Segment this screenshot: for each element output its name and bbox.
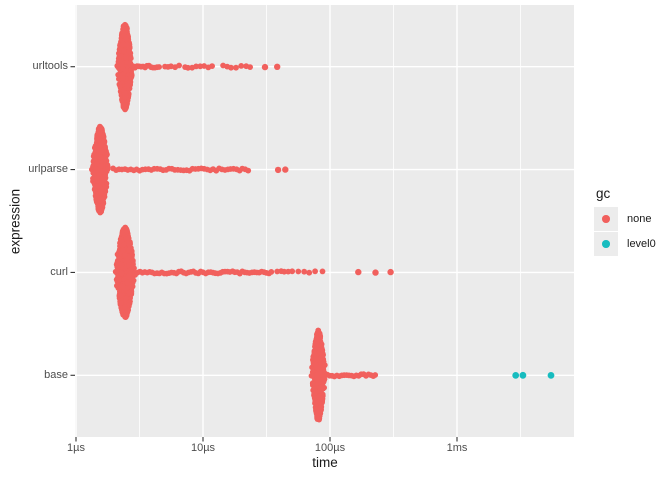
legend-title: gc (596, 186, 611, 201)
y-tick-label-urlparse: urlparse (28, 163, 68, 175)
legend-key-box (594, 207, 618, 231)
legend-label-none: none (627, 213, 652, 225)
x-tick-label-10us: 10µs (190, 442, 216, 454)
y-tick-label-base: base (44, 369, 68, 381)
y-axis-title: expression (7, 188, 23, 255)
legend-label-level0: level0 (627, 238, 656, 250)
y-tick-label-urltools: urltools (32, 60, 68, 72)
x-tick-label-1ms: 1ms (446, 442, 468, 454)
x-tick-label-100us: 100µs (314, 442, 346, 454)
legend: gc none level0 (594, 186, 656, 257)
legend-dot-level0 (602, 240, 610, 248)
x-tick-label-1us: 1µs (67, 442, 85, 454)
x-axis-title: time (312, 455, 338, 470)
legend-item-none: none (594, 207, 656, 231)
legend-item-level0: level0 (594, 232, 656, 256)
legend-dot-none (602, 215, 610, 223)
legend-key-box (594, 232, 618, 256)
y-tick-label-curl: curl (50, 266, 68, 278)
